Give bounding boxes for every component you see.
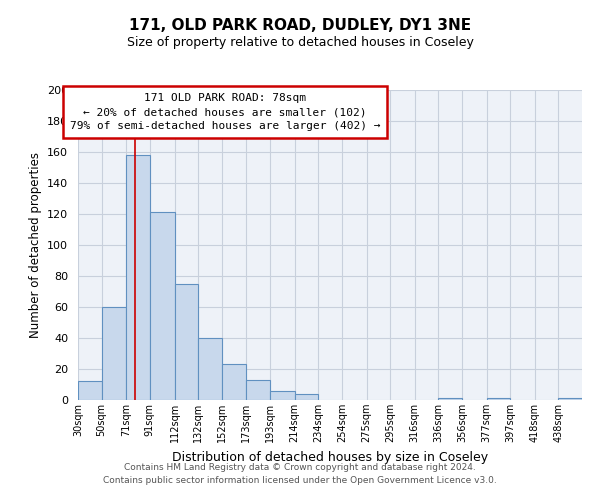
Bar	[78, 382, 101, 400]
Bar	[221, 364, 247, 400]
Bar	[487, 398, 510, 400]
Bar	[150, 212, 175, 400]
Bar	[559, 398, 582, 400]
Bar	[247, 380, 270, 400]
Text: Contains public sector information licensed under the Open Government Licence v3: Contains public sector information licen…	[103, 476, 497, 485]
Bar	[198, 338, 221, 400]
Bar	[175, 284, 198, 400]
Y-axis label: Number of detached properties: Number of detached properties	[29, 152, 41, 338]
Bar	[295, 394, 318, 400]
Text: 171, OLD PARK ROAD, DUDLEY, DY1 3NE: 171, OLD PARK ROAD, DUDLEY, DY1 3NE	[129, 18, 471, 32]
Bar	[126, 155, 150, 400]
X-axis label: Distribution of detached houses by size in Coseley: Distribution of detached houses by size …	[172, 450, 488, 464]
Bar	[101, 307, 126, 400]
Bar	[270, 390, 295, 400]
Text: Size of property relative to detached houses in Coseley: Size of property relative to detached ho…	[127, 36, 473, 49]
Bar	[439, 398, 462, 400]
Text: Contains HM Land Registry data © Crown copyright and database right 2024.: Contains HM Land Registry data © Crown c…	[124, 462, 476, 471]
Text: 171 OLD PARK ROAD: 78sqm
← 20% of detached houses are smaller (102)
79% of semi-: 171 OLD PARK ROAD: 78sqm ← 20% of detach…	[70, 93, 380, 131]
